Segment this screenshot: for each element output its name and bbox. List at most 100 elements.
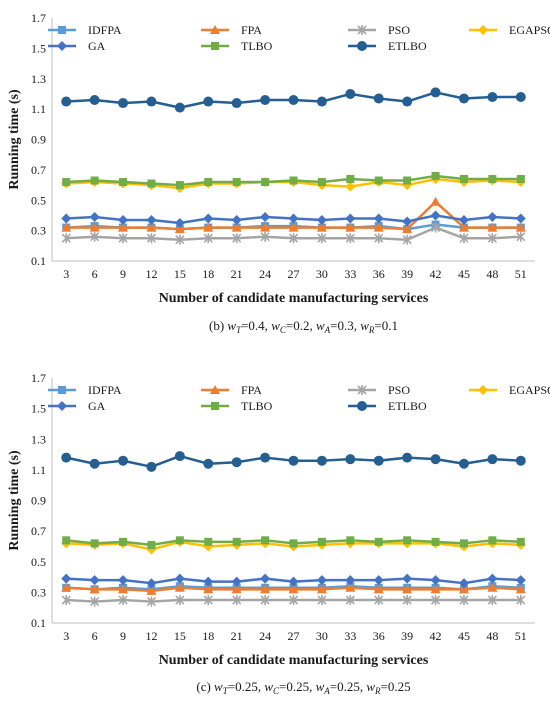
chart0-point-fpa <box>345 222 356 232</box>
chart0-point-pso <box>430 222 441 233</box>
chart1-point-etlbo <box>402 452 413 463</box>
chart0-point-ga <box>458 214 469 225</box>
chart1-point-pso <box>288 595 299 606</box>
chart0-x-tick-label: 30 <box>316 267 328 281</box>
chart1-point-tlbo <box>317 537 326 546</box>
chart1-point-fpa <box>89 584 100 594</box>
chart0-point-fpa <box>118 222 129 232</box>
chart1-point-ga <box>515 575 526 586</box>
chart0-point-fpa <box>174 224 185 234</box>
chart0-point-pso <box>118 233 128 244</box>
chart1-x-tick-label: 42 <box>430 629 442 643</box>
chart0-legend-marker-pso <box>357 25 367 35</box>
chart0-point-pso <box>232 233 242 244</box>
chart0-x-tick-label: 6 <box>92 267 98 281</box>
chart0-y-tick-label: 0.5 <box>31 193 46 207</box>
chart0-point-tlbo <box>488 174 497 183</box>
chart0-point-tlbo <box>119 178 128 187</box>
chart0-point-fpa <box>61 222 72 232</box>
chart0-x-tick-label: 27 <box>288 267 300 281</box>
chart0-x-tick-label: 15 <box>174 267 186 281</box>
chart0-point-etlbo <box>402 96 413 107</box>
chart0-series-ga <box>61 210 526 229</box>
chart1-point-tlbo <box>459 539 468 548</box>
chart0-point-etlbo <box>430 87 441 98</box>
chart1-legend-marker-tlbo <box>211 402 219 410</box>
chart1-legend-marker-fpa <box>210 385 220 394</box>
chart0-y-tick-label: 0.1 <box>31 254 46 268</box>
chart1-point-ga <box>373 575 384 586</box>
chart0-point-etlbo <box>146 96 157 107</box>
chart1-x-axis-title: Number of candidate manufacturing servic… <box>159 653 429 668</box>
chart1-point-etlbo <box>373 455 384 466</box>
chart0-point-ga <box>260 211 271 222</box>
chart1-point-etlbo <box>487 454 498 465</box>
chart1-series-tlbo <box>62 536 525 549</box>
chart0-x-axis-title: Number of candidate manufacturing servic… <box>159 291 429 306</box>
chart1-x-tick-label: 18 <box>202 629 214 643</box>
chart0-point-ga <box>89 211 100 222</box>
chart0-point-etlbo <box>89 95 100 106</box>
chart0-x-tick-label: 12 <box>145 267 157 281</box>
chart0-point-etlbo <box>458 93 469 104</box>
chart1-y-tick-label: 1.3 <box>31 432 46 446</box>
chart1-point-fpa <box>345 582 356 592</box>
chart0-point-tlbo <box>261 178 270 187</box>
chart1-legend-label-etlbo: ETLBO <box>388 399 427 413</box>
chart0-point-fpa <box>288 222 299 232</box>
chart1-point-pso <box>61 595 71 606</box>
chart0-legend-marker-tlbo <box>211 42 219 50</box>
chart1-point-ga <box>487 573 498 584</box>
chart0-point-etlbo <box>61 96 72 107</box>
chart0-point-ga <box>515 213 526 224</box>
chart1-point-pso <box>459 595 469 606</box>
chart1-point-tlbo <box>346 536 355 545</box>
chart1-point-etlbo <box>288 455 299 466</box>
chart0-x-tick-label: 48 <box>486 267 498 281</box>
chart0-point-tlbo <box>346 174 355 183</box>
chart1-point-ga <box>345 575 356 586</box>
chart1-y-tick-label: 1.7 <box>31 371 46 385</box>
chart0-y-axis-title: Running time (s) <box>7 89 22 190</box>
chart0-point-fpa <box>430 196 441 206</box>
chart0-point-fpa <box>146 222 157 232</box>
chart0-point-pso <box>487 233 497 244</box>
chart1-point-fpa <box>487 582 498 592</box>
chart1-legend-label-pso: PSO <box>388 383 410 397</box>
chart1-point-fpa <box>430 584 441 594</box>
chart1-point-pso <box>90 596 100 607</box>
chart1-point-etlbo <box>118 455 129 466</box>
chart0-point-pso <box>459 233 469 244</box>
chart0-legend-marker-fpa <box>210 25 220 34</box>
chart1-point-etlbo <box>458 458 469 469</box>
chart0-point-fpa <box>89 222 100 232</box>
chart1-point-fpa <box>288 584 299 594</box>
chart0-x-tick-label: 51 <box>515 267 527 281</box>
chart0-y-tick-label: 1.3 <box>31 72 46 86</box>
chart0-point-tlbo <box>374 176 383 185</box>
chart1-x-tick-label: 48 <box>486 629 498 643</box>
chart1-point-fpa <box>373 584 384 594</box>
chart1-legend-marker-ga <box>57 401 67 411</box>
chart0-x-tick-label: 45 <box>458 267 470 281</box>
chart1-point-tlbo <box>488 536 497 545</box>
chart0-legend-label-tlbo: TLBO <box>241 39 273 53</box>
chart1-y-tick-label: 1.5 <box>31 402 46 416</box>
chart1-x-tick-label: 21 <box>231 629 243 643</box>
chart1-point-ga <box>402 573 413 584</box>
chart0-point-tlbo <box>232 178 241 187</box>
chart0-legend-marker-egapso <box>478 25 488 35</box>
chart1-point-fpa <box>174 582 185 592</box>
chart0-legend-label-fpa: FPA <box>241 23 262 37</box>
chart1-point-fpa <box>118 584 129 594</box>
chart1-x-tick-label: 3 <box>63 629 69 643</box>
chart0-point-pso <box>317 233 327 244</box>
chart0-point-pso <box>288 233 299 244</box>
chart0-x-tick-label: 36 <box>373 267 385 281</box>
chart1-x-tick-label: 30 <box>316 629 328 643</box>
chart0-point-etlbo <box>345 88 356 99</box>
chart1-point-tlbo <box>289 539 298 548</box>
chart1-x-tick-label: 15 <box>174 629 186 643</box>
chart1-y-tick-label: 1.1 <box>31 463 46 477</box>
chart1-point-fpa <box>146 585 157 595</box>
